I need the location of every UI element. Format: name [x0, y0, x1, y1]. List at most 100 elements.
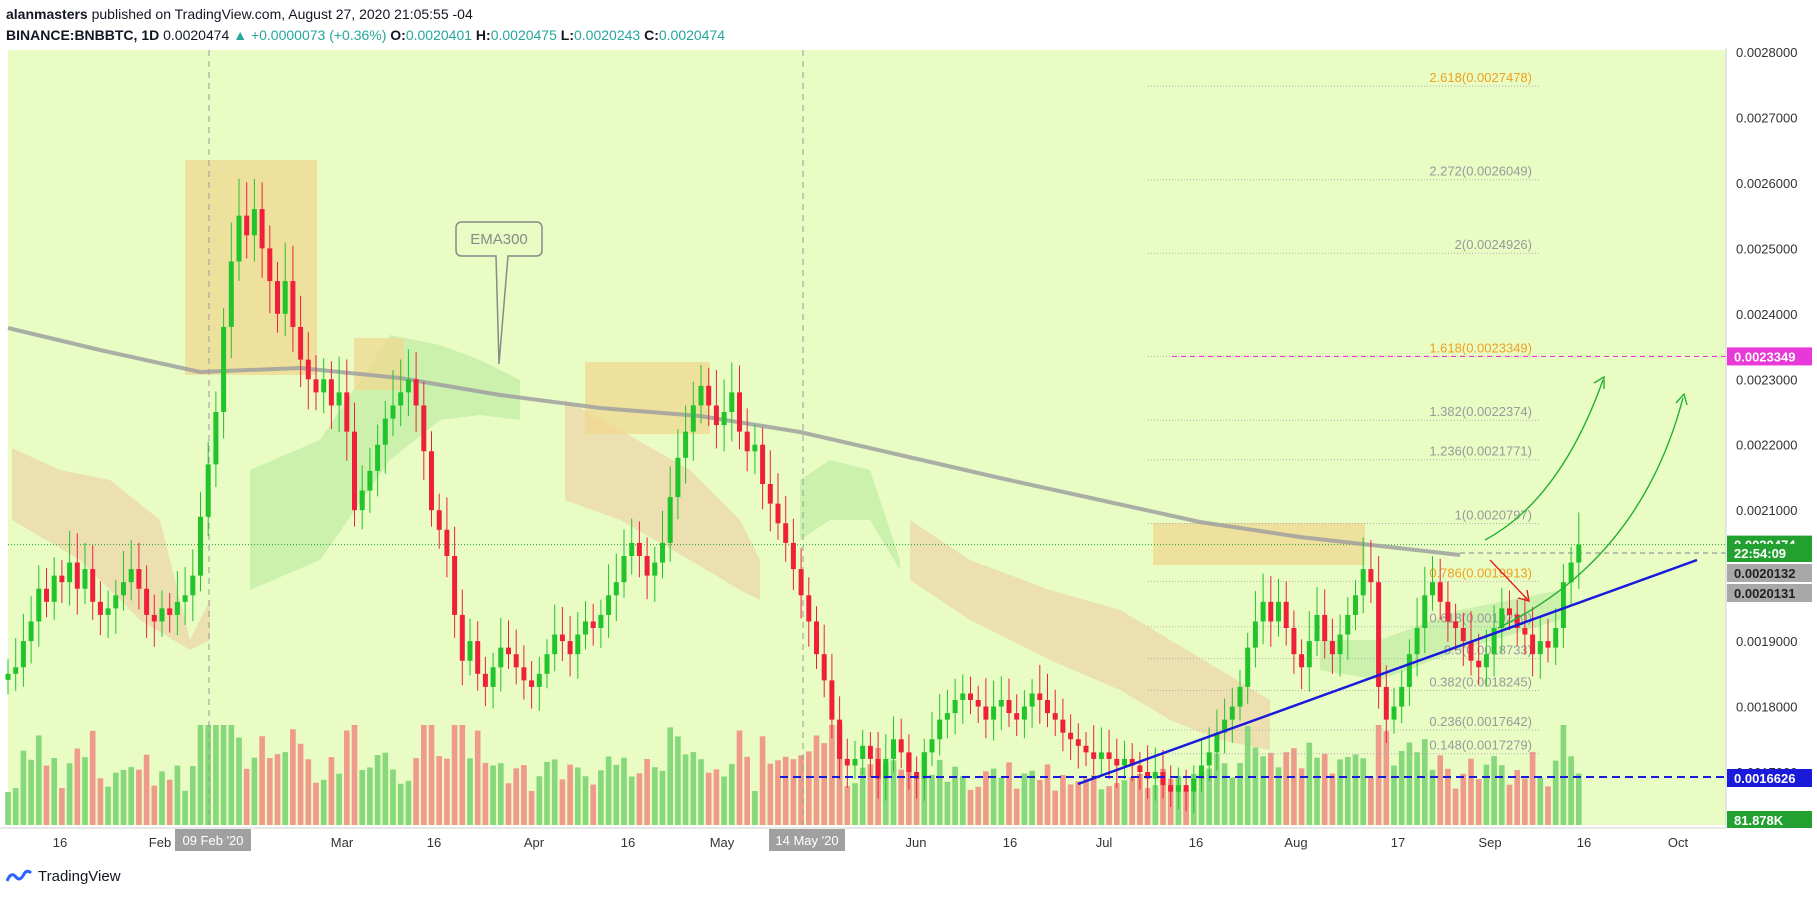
volume-bar: [374, 755, 381, 825]
candle-body: [806, 595, 812, 622]
candle-body: [321, 379, 327, 393]
candle-body: [405, 379, 411, 393]
candle: [1199, 738, 1204, 792]
volume-bar: [359, 770, 365, 825]
volume-bar: [1291, 748, 1297, 825]
candle-body: [67, 562, 73, 583]
fib-level-label: 0.382(0.0018245): [1429, 675, 1532, 690]
footer-brand[interactable]: TradingView: [6, 868, 121, 885]
candle: [159, 590, 165, 637]
candle-body: [498, 647, 504, 668]
volume-bar: [313, 782, 319, 825]
price-axis-label: 0.0020131: [1727, 584, 1812, 602]
candle-body: [82, 569, 88, 589]
candle-body: [182, 595, 188, 602]
candle-body: [606, 595, 612, 615]
candle: [1252, 591, 1258, 668]
candle-body: [467, 641, 473, 661]
volume-bar: [806, 751, 812, 825]
candle-body: [1129, 758, 1135, 766]
candle: [806, 577, 812, 647]
price-chart[interactable]: 2.618(0.0027478) 2.272(0.0026049) 2(0.0024…: [0, 0, 1817, 860]
volume-bar: [1514, 770, 1520, 825]
candle-body: [1114, 758, 1120, 766]
candle: [1337, 614, 1343, 677]
time-highlight-label: 14 May '20: [769, 829, 845, 851]
volume-bar: [128, 767, 134, 825]
candle-body: [891, 739, 896, 759]
candle-body: [552, 634, 558, 655]
candle-body: [998, 700, 1004, 707]
candle-body: [991, 706, 997, 720]
candle: [660, 510, 665, 579]
time-highlight-label: 09 Feb '20: [175, 829, 251, 851]
candle: [1214, 709, 1220, 771]
volume-bar: [1375, 725, 1382, 825]
volume-bar: [1283, 752, 1289, 825]
candle-body: [844, 758, 850, 766]
volume-bar: [390, 769, 396, 825]
cloud-segment-2: [565, 400, 760, 600]
candle-body: [375, 444, 381, 471]
candle: [1006, 678, 1012, 728]
volume-bar: [220, 725, 227, 825]
candle: [475, 621, 481, 691]
candle-body: [1499, 608, 1505, 628]
candle-body: [667, 497, 673, 543]
volume-bar: [544, 761, 550, 825]
candle-body: [1422, 595, 1428, 628]
candle-body: [1507, 608, 1512, 615]
volume-bar: [936, 759, 943, 825]
volume-bar: [1398, 750, 1405, 825]
volume-bar: [182, 790, 188, 825]
volume-bar: [713, 769, 720, 825]
candle-body: [729, 392, 735, 412]
candle-body: [367, 470, 373, 491]
price-tick-label: 0.0019000: [1736, 634, 1797, 649]
candle-body: [1314, 614, 1320, 642]
time-tick-label: Feb: [149, 835, 171, 850]
time-tick-label: May: [710, 835, 735, 850]
candle: [744, 408, 750, 472]
author-name[interactable]: alanmasters: [6, 6, 88, 22]
volume-bar: [998, 777, 1005, 825]
volume-bar: [575, 767, 581, 825]
volume-bar: [890, 760, 897, 825]
candle: [552, 604, 558, 672]
volume-bar: [744, 756, 750, 825]
volume-bar: [1067, 784, 1074, 825]
candle: [760, 427, 766, 510]
volume-bar: [767, 763, 774, 825]
volume-bar: [43, 765, 50, 825]
candle: [1052, 689, 1058, 736]
candle: [921, 738, 927, 801]
symbol-label[interactable]: BINANCE:BNBBTC, 1D: [6, 27, 160, 43]
candle-body: [1553, 628, 1559, 648]
volume-bar: [590, 784, 596, 825]
high-label: H:: [475, 27, 491, 43]
volume-bar: [66, 763, 73, 825]
volume-bar: [944, 781, 951, 825]
price-axis-label: 22:54:09: [1727, 544, 1812, 562]
candle-body: [652, 562, 658, 576]
price-change: ▲ +0.0000073 (+0.36%): [233, 27, 387, 43]
candle-body: [305, 359, 311, 380]
candle-body: [1368, 569, 1374, 583]
candle: [1522, 597, 1528, 655]
volume-bar: [12, 788, 19, 825]
candle-body: [44, 588, 49, 602]
candle: [1414, 597, 1420, 677]
volume-bar: [1206, 768, 1212, 825]
candle-body: [28, 621, 34, 642]
volume-bar: [798, 755, 804, 825]
volume-bar: [197, 725, 204, 825]
candle: [44, 567, 49, 618]
candle-body: [1406, 654, 1412, 687]
candle: [1576, 512, 1582, 589]
candle-body: [1083, 745, 1089, 753]
volume-bar: [536, 776, 543, 825]
candle: [1360, 537, 1366, 614]
volume-bar: [89, 730, 96, 825]
pullback-arrow-head: [1517, 589, 1530, 602]
candle-body: [544, 654, 550, 674]
